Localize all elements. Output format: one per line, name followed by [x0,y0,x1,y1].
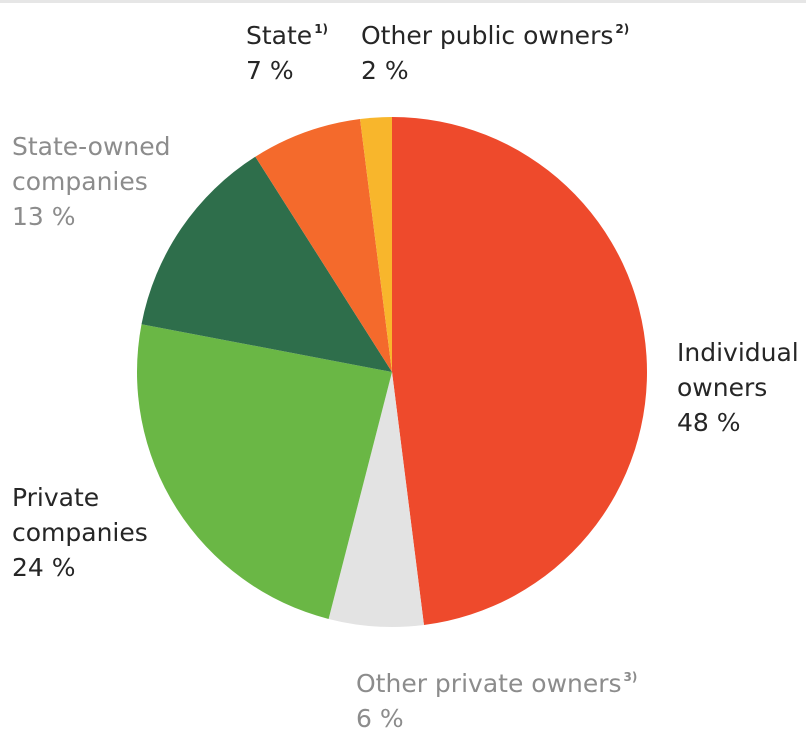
label-state-name: State [246,21,313,50]
label-state-footnote: 1) [314,22,329,36]
label-state-owned-companies: State-owned companies 13 % [12,129,171,234]
label-individual-owners-pct: 48 % [677,408,741,437]
pie-slice-state [255,119,392,373]
pie-slice-other-public-owners [360,117,392,372]
pie-slice-private-companies [137,324,392,619]
label-private-companies: Private companies 24 % [12,480,148,585]
label-state-owned-companies-pct: 13 % [12,202,76,231]
label-state-pct: 7 % [246,56,294,85]
top-rule [0,0,806,3]
label-state-owned-companies-line1: State-owned [12,132,171,161]
label-other-public-owners-footnote: 2) [615,22,630,36]
label-individual-owners-line2: owners [677,373,768,402]
label-other-private-owners-footnote: 3) [623,670,638,684]
label-other-public-owners-pct: 2 % [361,56,409,85]
label-other-public-owners: Other public owners 2) 2 % [361,12,629,88]
label-other-private-owners: Other private owners 3) 6 % [356,660,637,736]
pie-slice-other-private-owners [328,372,424,628]
label-private-companies-line2: companies [12,518,148,547]
label-state-owned-companies-line2: companies [12,167,148,196]
pie-slice-state-owned-companies [141,156,392,372]
label-private-companies-pct: 24 % [12,553,76,582]
label-state: State 1) 7 % [246,12,328,88]
label-private-companies-line1: Private [12,483,100,512]
label-other-public-owners-name: Other public owners [361,21,614,50]
label-other-private-owners-name: Other private owners [356,669,622,698]
label-other-private-owners-pct: 6 % [356,704,404,733]
label-individual-owners: Individual owners 48 % [677,335,799,440]
label-individual-owners-line1: Individual [677,338,799,367]
pie-slice-individual-owners [392,117,648,625]
